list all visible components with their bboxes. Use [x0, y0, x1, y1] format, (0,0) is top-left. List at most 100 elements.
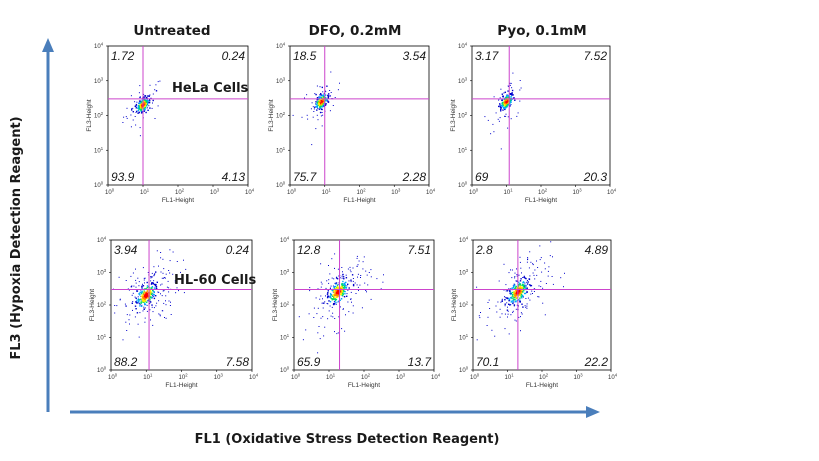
data-point [505, 103, 507, 105]
data-point [536, 274, 538, 276]
data-point [139, 96, 141, 99]
data-point [497, 118, 499, 120]
data-point [529, 251, 531, 253]
data-point [520, 287, 522, 289]
data-point [514, 319, 516, 321]
data-point [159, 80, 161, 82]
data-point [323, 99, 325, 102]
data-point [138, 92, 140, 94]
data-point [538, 296, 540, 298]
data-point [142, 283, 143, 285]
data-point [314, 93, 316, 95]
data-point [370, 269, 372, 271]
data-point [139, 291, 141, 294]
data-point [158, 300, 160, 302]
data-point [513, 304, 516, 306]
data-point [322, 302, 324, 304]
data-point [159, 314, 161, 316]
data-point [320, 108, 323, 110]
data-point [143, 306, 145, 308]
data-point [515, 308, 517, 310]
data-point [500, 148, 502, 150]
data-point [510, 293, 512, 294]
data-point [524, 284, 527, 287]
data-point [145, 292, 147, 294]
data-point [148, 95, 150, 97]
data-point [142, 301, 144, 303]
data-point [141, 287, 143, 289]
data-point [185, 268, 187, 270]
data-point [514, 294, 516, 296]
data-point [307, 118, 309, 120]
data-point [515, 293, 518, 295]
data-point [519, 80, 521, 81]
data-point [519, 290, 521, 292]
data-point [346, 295, 348, 297]
data-point [360, 275, 362, 276]
data-point [504, 108, 506, 111]
data-point [161, 283, 163, 285]
data-point [324, 104, 327, 106]
data-point [366, 274, 368, 276]
data-point [335, 283, 337, 285]
data-point [347, 268, 349, 270]
plot-frame [107, 45, 249, 186]
data-point [145, 294, 147, 296]
data-point [156, 281, 158, 283]
data-point [521, 295, 523, 298]
data-point [333, 290, 335, 293]
data-point [357, 286, 359, 288]
data-point [134, 296, 136, 298]
data-point [318, 101, 320, 104]
data-point [154, 273, 156, 275]
data-point [126, 117, 128, 119]
data-point [328, 282, 330, 284]
data-point [504, 313, 506, 315]
data-point [140, 101, 143, 103]
data-point [527, 257, 529, 259]
data-point [145, 296, 147, 299]
data-point [151, 287, 153, 289]
data-point [492, 123, 494, 125]
data-point [150, 293, 153, 296]
data-point [344, 287, 347, 289]
data-point [334, 331, 335, 333]
data-point [509, 102, 511, 105]
y-axis-arrow [42, 38, 54, 412]
data-point [140, 302, 142, 304]
data-point [352, 312, 354, 314]
data-point [501, 93, 503, 95]
data-point [335, 282, 338, 284]
data-point [516, 300, 518, 302]
data-point [520, 312, 522, 314]
data-point [338, 316, 340, 318]
data-point [160, 271, 162, 273]
data-point [510, 104, 512, 106]
data-point [530, 293, 532, 295]
data-point [149, 300, 151, 302]
data-point [526, 303, 528, 305]
data-point [315, 105, 317, 108]
data-point [313, 307, 315, 309]
data-point [326, 303, 328, 304]
data-point [340, 291, 342, 293]
data-point [155, 284, 157, 286]
x-tick-label: 103 [214, 373, 224, 382]
data-point [334, 299, 337, 301]
data-point [135, 103, 138, 106]
data-point [143, 110, 145, 112]
data-point [360, 277, 361, 278]
data-point [125, 321, 127, 323]
plot-y-label: FL3-Height [451, 289, 458, 321]
data-point [305, 329, 307, 331]
plot-x-label: FL1-Height [348, 382, 380, 389]
data-point [329, 273, 331, 275]
data-point [370, 276, 372, 278]
y-tick-label: 100 [94, 181, 104, 190]
data-point [521, 286, 524, 289]
data-point [142, 267, 144, 269]
data-point [504, 100, 507, 102]
data-point [511, 296, 513, 298]
data-point [158, 313, 160, 315]
quadrant-lower-right: 22.2 [584, 355, 609, 369]
